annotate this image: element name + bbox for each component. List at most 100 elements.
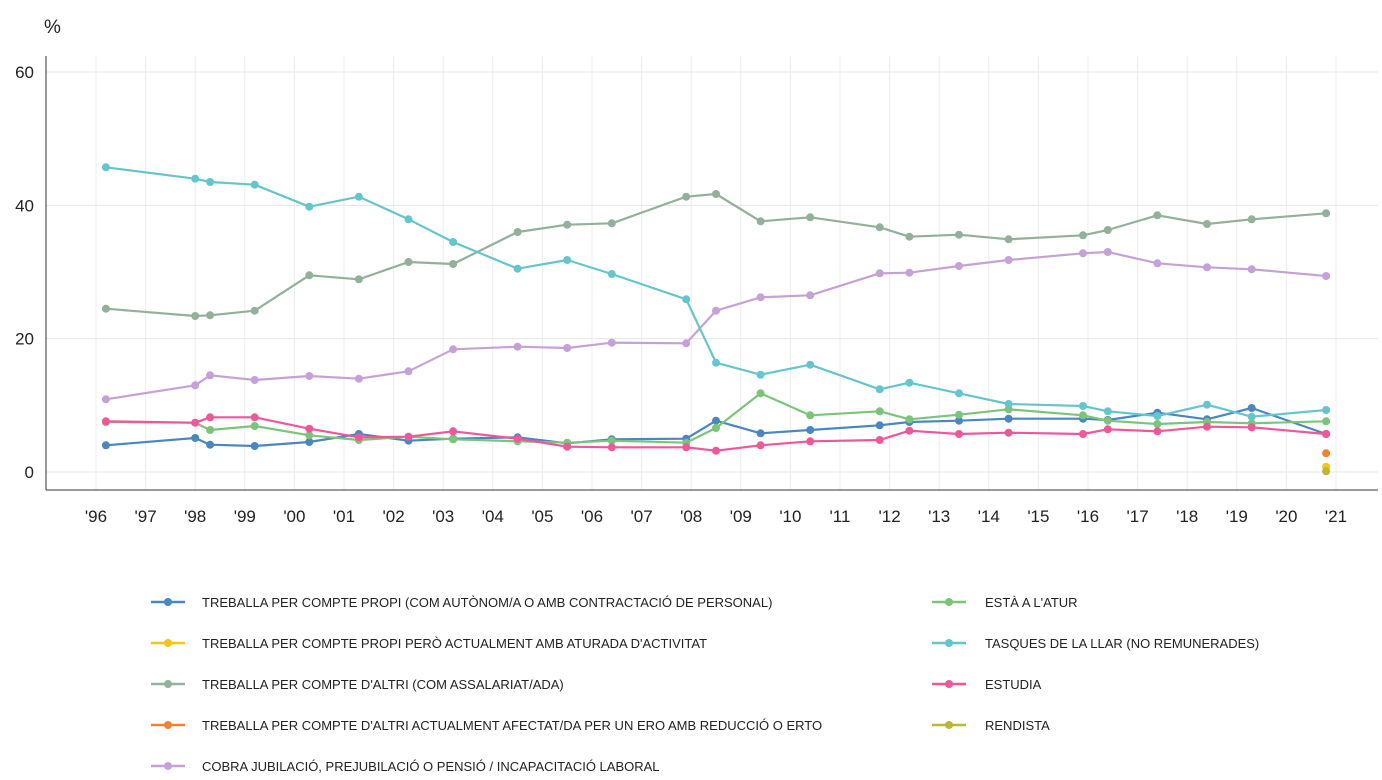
data-point [191, 418, 200, 427]
data-point [101, 163, 110, 172]
y-tick-label: 60 [15, 63, 34, 82]
x-tick-label: '17 [1127, 507, 1149, 526]
data-point [305, 438, 314, 446]
data-point [449, 345, 458, 354]
data-point [1247, 423, 1256, 432]
axes: % 0 20 40 60 '96 '97 '98 '99 '00 '01 '02 '03 '04 '05 '… [15, 17, 1378, 526]
data-point [955, 262, 963, 270]
x-tick-label: '01 [333, 507, 355, 526]
legend-label: ESTUDIA [985, 677, 1042, 692]
data-point [354, 192, 363, 201]
y-tick-label: 20 [15, 330, 34, 349]
y-tick-label: 40 [15, 196, 34, 215]
data-point [1004, 400, 1013, 408]
data-point [206, 440, 215, 449]
x-tick-label: '16 [1077, 507, 1099, 526]
series-3 [101, 190, 1331, 320]
data-point [806, 360, 815, 369]
legend-item: RENDISTA [932, 718, 1050, 733]
data-point [404, 432, 413, 441]
data-point [1322, 272, 1331, 280]
x-tick-label: '08 [680, 507, 702, 526]
data-point [1103, 416, 1112, 425]
data-point [250, 422, 259, 430]
x-tick-label: '07 [631, 507, 653, 526]
legend-label: RENDISTA [985, 718, 1050, 733]
data-point [875, 269, 884, 278]
legend-label: TREBALLA PER COMPTE D'ALTRI (COM ASSALAR… [202, 677, 564, 692]
data-point [1322, 209, 1331, 218]
data-point [712, 358, 720, 367]
data-point [806, 213, 815, 222]
data-point [806, 437, 815, 446]
data-point [1153, 211, 1162, 220]
legend-item: TREBALLA PER COMPTE D'ALTRI (COM ASSALAR… [151, 677, 564, 692]
data-point [305, 424, 314, 433]
legend-label: COBRA JUBILACIÓ, PREJUBILACIÓ O PENSIÓ /… [202, 759, 660, 774]
legend-item: TREBALLA PER COMPTE PROPI (COM AUTÒNOM/A… [151, 595, 772, 610]
data-point [1322, 406, 1331, 414]
data-point [250, 306, 259, 315]
data-point [1079, 430, 1087, 438]
data-point [806, 411, 815, 420]
series-8 [101, 413, 1331, 455]
x-tick-label: '10 [779, 507, 801, 526]
data-point [206, 371, 215, 380]
data-point [1203, 220, 1211, 228]
data-point [955, 430, 963, 438]
x-tick-label: '13 [928, 507, 950, 526]
data-point [449, 427, 458, 436]
data-point [756, 370, 765, 379]
data-point [756, 429, 765, 438]
data-point [1103, 226, 1112, 234]
y-tick-label: 0 [25, 463, 34, 482]
x-tick-label: '97 [135, 507, 157, 526]
data-point [563, 442, 572, 451]
data-point [1079, 411, 1087, 420]
data-point [712, 424, 720, 432]
series-9 [1322, 467, 1331, 476]
data-point [712, 306, 720, 315]
data-point [305, 431, 314, 440]
data-point [1103, 407, 1112, 416]
data-point [1247, 215, 1256, 224]
legend-swatch-marker [945, 721, 953, 729]
data-point [354, 374, 363, 383]
data-point [1247, 404, 1256, 412]
data-point [191, 174, 200, 183]
data-point [905, 378, 914, 387]
data-point [1153, 420, 1162, 428]
data-point [905, 426, 914, 435]
legend-item: COBRA JUBILACIÓ, PREJUBILACIÓ O PENSIÓ /… [151, 759, 660, 774]
data-point [1203, 263, 1211, 272]
data-point [101, 304, 110, 313]
data-point [1153, 427, 1162, 436]
data-point [354, 433, 363, 442]
x-tick-label: '11 [830, 507, 851, 526]
legend-label: ESTÀ A L'ATUR [985, 595, 1078, 610]
data-point [1247, 265, 1256, 274]
data-point [404, 215, 413, 224]
data-point [756, 217, 765, 226]
legend-item: TREBALLA PER COMPTE PROPI PERÒ ACTUALMEN… [151, 636, 707, 651]
legend-item: ESTÀ A L'ATUR [932, 595, 1078, 610]
data-point [955, 416, 963, 425]
x-tick-label: '21 [1325, 507, 1347, 526]
legend-swatch-marker [945, 639, 953, 647]
data-point [449, 260, 458, 268]
data-point [563, 344, 572, 352]
x-tick-label: '06 [581, 507, 603, 526]
series-line [105, 250, 1327, 401]
data-point [101, 441, 110, 450]
series-5 [101, 248, 1331, 404]
data-point [191, 434, 200, 442]
data-point [806, 426, 815, 434]
x-tick-label: '02 [383, 507, 405, 526]
data-point [1004, 235, 1013, 244]
x-tick-label: '99 [234, 507, 256, 526]
data-point [905, 415, 914, 424]
data-point [875, 436, 884, 444]
data-point [875, 385, 884, 394]
data-point [607, 219, 616, 228]
data-point [955, 410, 963, 419]
